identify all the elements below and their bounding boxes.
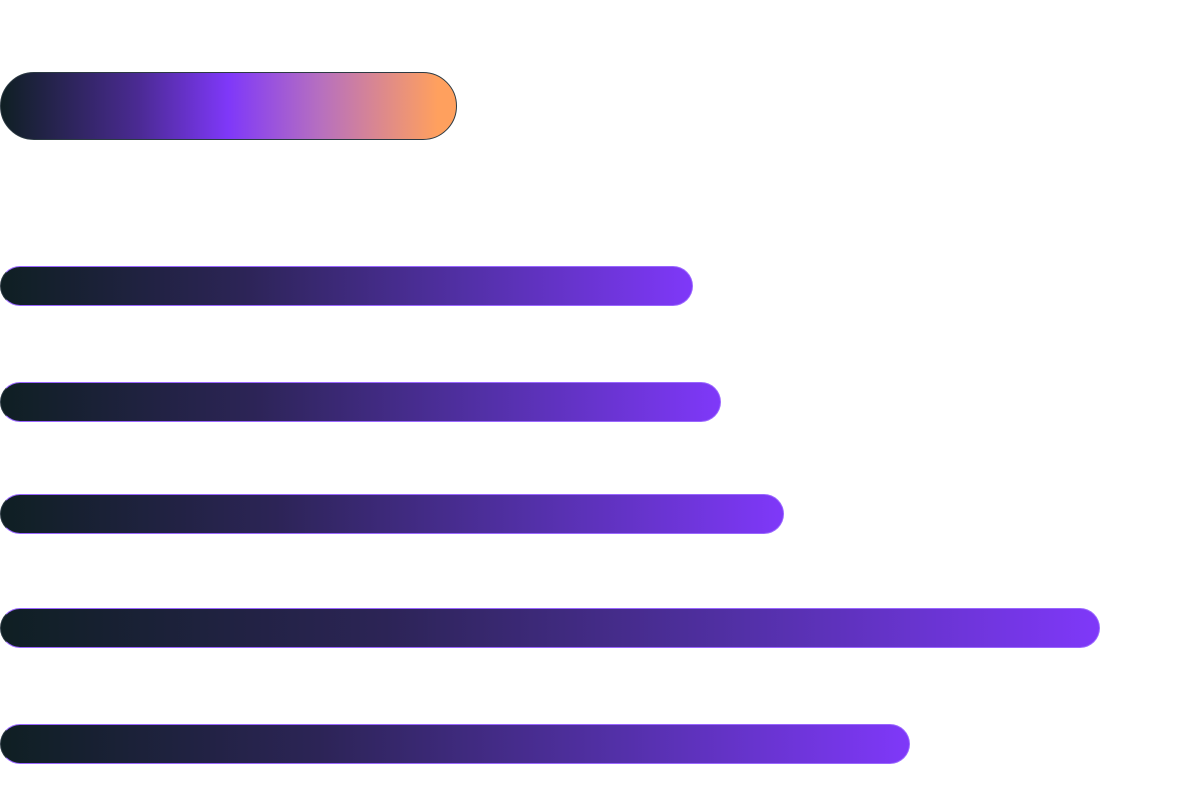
- gradient-bar-4: [0, 608, 1100, 648]
- gradient-hero-pill: [0, 72, 457, 140]
- gradient-bar-5: [0, 724, 910, 764]
- gradient-bar-1: [0, 266, 693, 306]
- gradient-bar-3: [0, 494, 784, 534]
- gradient-bar-2: [0, 382, 721, 422]
